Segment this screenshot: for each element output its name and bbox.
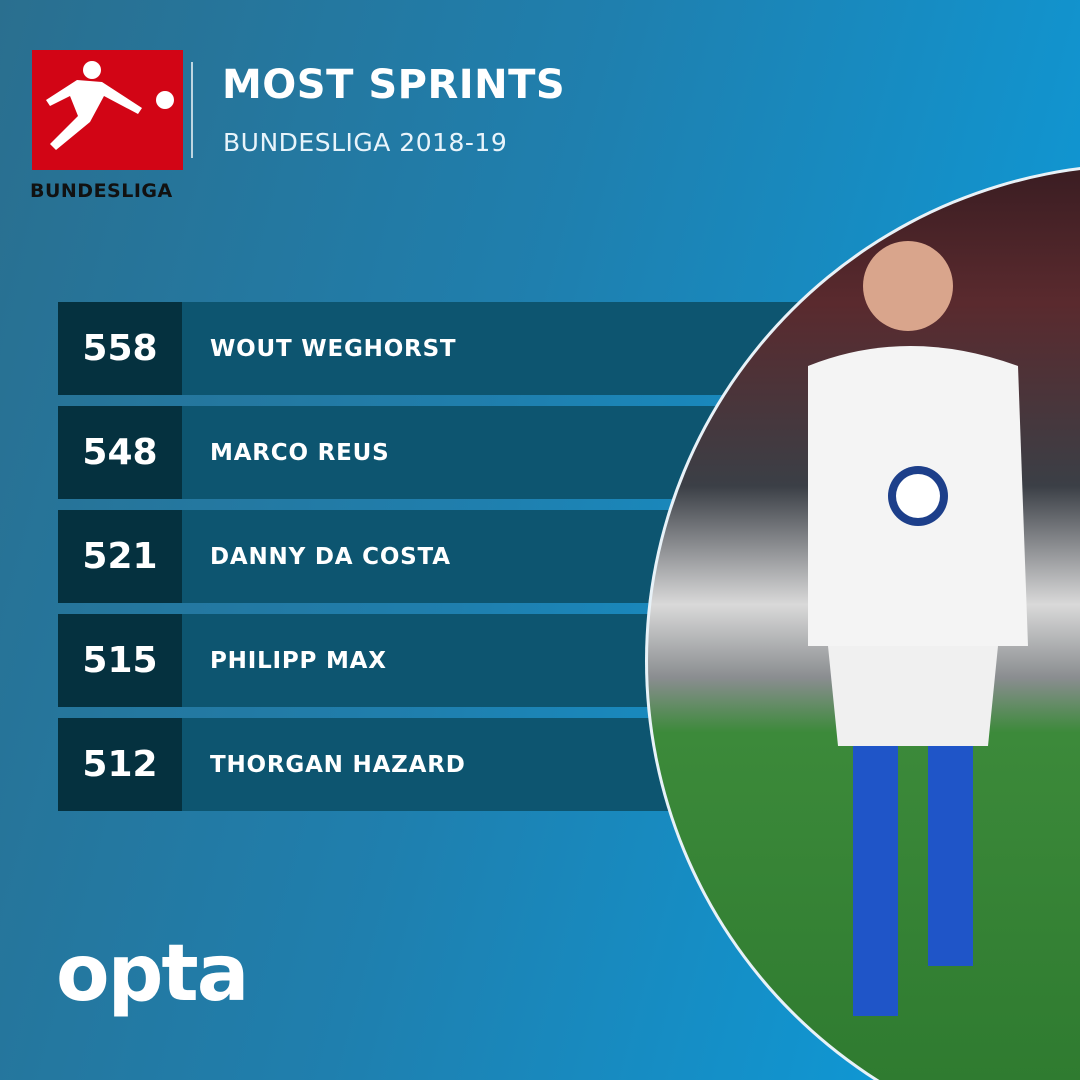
- page-subtitle: BUNDESLIGA 2018-19: [223, 128, 508, 157]
- sprint-count: 558: [58, 302, 182, 395]
- player-name: DANNY DA COSTA: [210, 543, 451, 570]
- player-name: THORGAN HAZARD: [210, 751, 466, 778]
- page-title: MOST SPRINTS: [222, 62, 566, 108]
- sprint-count: 548: [58, 406, 182, 499]
- table-row: 558 WOUT WEGHORST: [58, 302, 818, 395]
- bundesliga-player-icon: [46, 61, 174, 150]
- sprint-count: 521: [58, 510, 182, 603]
- bundesliga-logo: [32, 50, 183, 170]
- player-name: WOUT WEGHORST: [210, 335, 457, 362]
- sprint-count: 512: [58, 718, 182, 811]
- opta-logo: opta: [56, 929, 249, 1019]
- bundesliga-logo-text: BUNDESLIGA: [30, 180, 173, 202]
- sprint-count: 515: [58, 614, 182, 707]
- header-divider: [191, 62, 193, 158]
- player-name: PHILIPP MAX: [210, 647, 387, 674]
- player-silhouette: [808, 241, 1028, 1016]
- player-name: MARCO REUS: [210, 439, 390, 466]
